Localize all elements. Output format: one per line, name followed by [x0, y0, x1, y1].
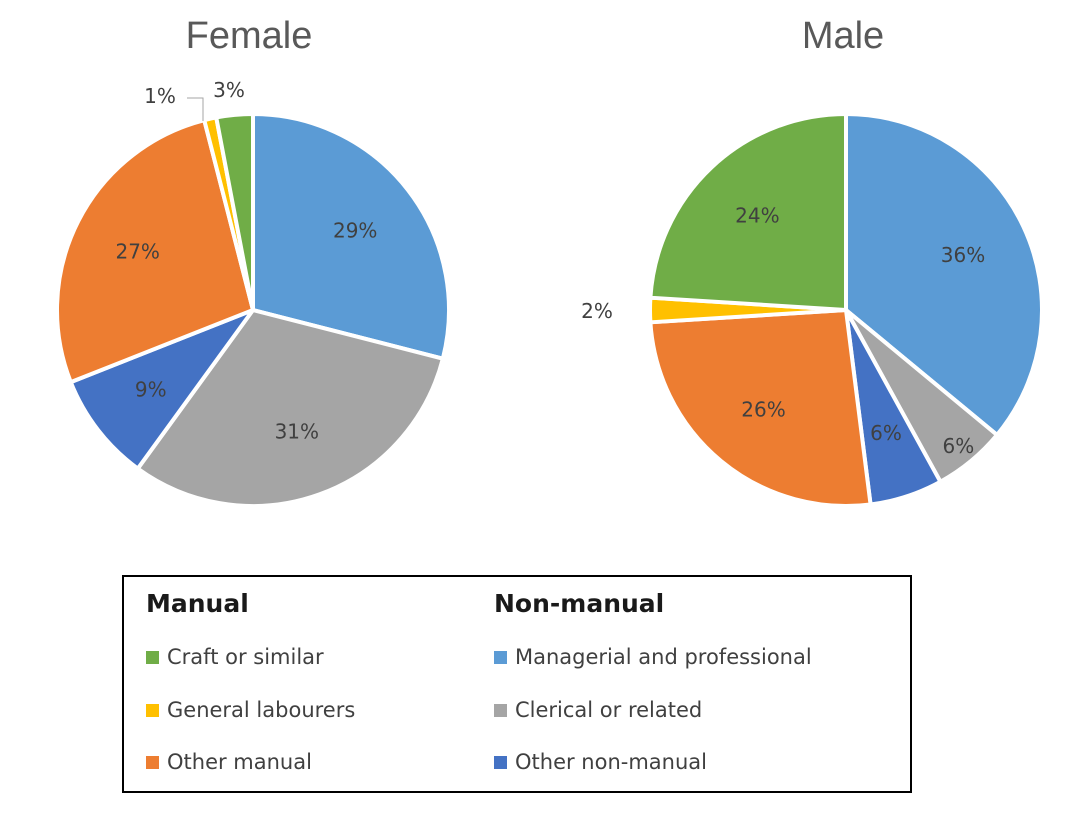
legend-label-clerical: Clerical or related — [515, 698, 703, 722]
female-label-managerial-and-professional: 29% — [333, 219, 377, 243]
female-pie: 29% 31% 9% 27% 1% 3% — [55, 78, 451, 508]
legend-swatch-other-manual — [146, 755, 159, 769]
legend-item-managerial: Managerial and professional — [494, 645, 812, 669]
male-pie: 36% 6% 6% 26% 2% 24% — [581, 112, 1045, 508]
legend-swatch-clerical — [494, 703, 507, 717]
female-label-other-manual: 27% — [115, 239, 159, 263]
legend-label-managerial: Managerial and professional — [515, 645, 812, 669]
female-label-clerical-or-related: 31% — [275, 420, 319, 444]
legend-heading-manual: Manual — [146, 589, 249, 618]
legend-heading-non-manual: Non-manual — [494, 589, 665, 618]
legend-item-other-manual: Other manual — [146, 750, 312, 774]
female-slice-clerical-or-related — [135, 308, 445, 508]
female-label-general-labourers: 1% — [144, 84, 176, 108]
leader-line — [187, 97, 204, 121]
legend-swatch-craft — [146, 650, 159, 664]
male-slice-managerial-and-professional — [844, 112, 1045, 437]
legend-swatch-other-non-manual — [494, 755, 507, 769]
female-slice-craft-or-similar — [214, 112, 255, 312]
pie-charts: Female Male 29% 31% 9% 27% 1% 3% 36% 6% 6% 26% 2%… — [55, 15, 1045, 508]
male-label-managerial-and-professional: 36% — [941, 243, 985, 267]
legend-swatch-managerial — [494, 650, 507, 664]
legend-label-other-manual: Other manual — [167, 750, 312, 774]
legend-item-other-non-manual: Other non-manual — [494, 750, 707, 774]
female-slice-managerial-and-professional — [251, 112, 451, 361]
male-label-other-manual: 26% — [741, 398, 785, 422]
male-pie-title: Male — [802, 15, 884, 57]
legend-label-general-labourers: General labourers — [167, 698, 356, 722]
male-label-clerical-or-related: 6% — [943, 434, 975, 458]
female-pie-title: Female — [186, 15, 313, 57]
male-slice-other-manual — [648, 308, 873, 508]
male-label-general-labourers: 2% — [581, 299, 613, 323]
male-label-other-non-manual: 6% — [870, 421, 902, 445]
female-slice-other-non-manual — [68, 308, 255, 471]
legend-swatch-general-labourers — [146, 703, 159, 717]
legend-label-other-non-manual: Other non-manual — [515, 750, 707, 774]
male-slice-craft-or-similar — [648, 112, 848, 312]
female-label-other-non-manual: 9% — [135, 377, 167, 401]
male-label-craft-or-similar: 24% — [735, 204, 779, 228]
legend: Manual Non-manual Craft or similar Gener… — [122, 575, 912, 793]
legend-item-clerical: Clerical or related — [494, 698, 702, 722]
legend-label-craft: Craft or similar — [167, 645, 324, 669]
female-slice-other-manual — [55, 118, 255, 385]
female-label-craft-or-similar: 3% — [213, 78, 245, 102]
legend-item-general-labourers: General labourers — [146, 698, 355, 722]
legend-item-craft: Craft or similar — [146, 645, 324, 669]
